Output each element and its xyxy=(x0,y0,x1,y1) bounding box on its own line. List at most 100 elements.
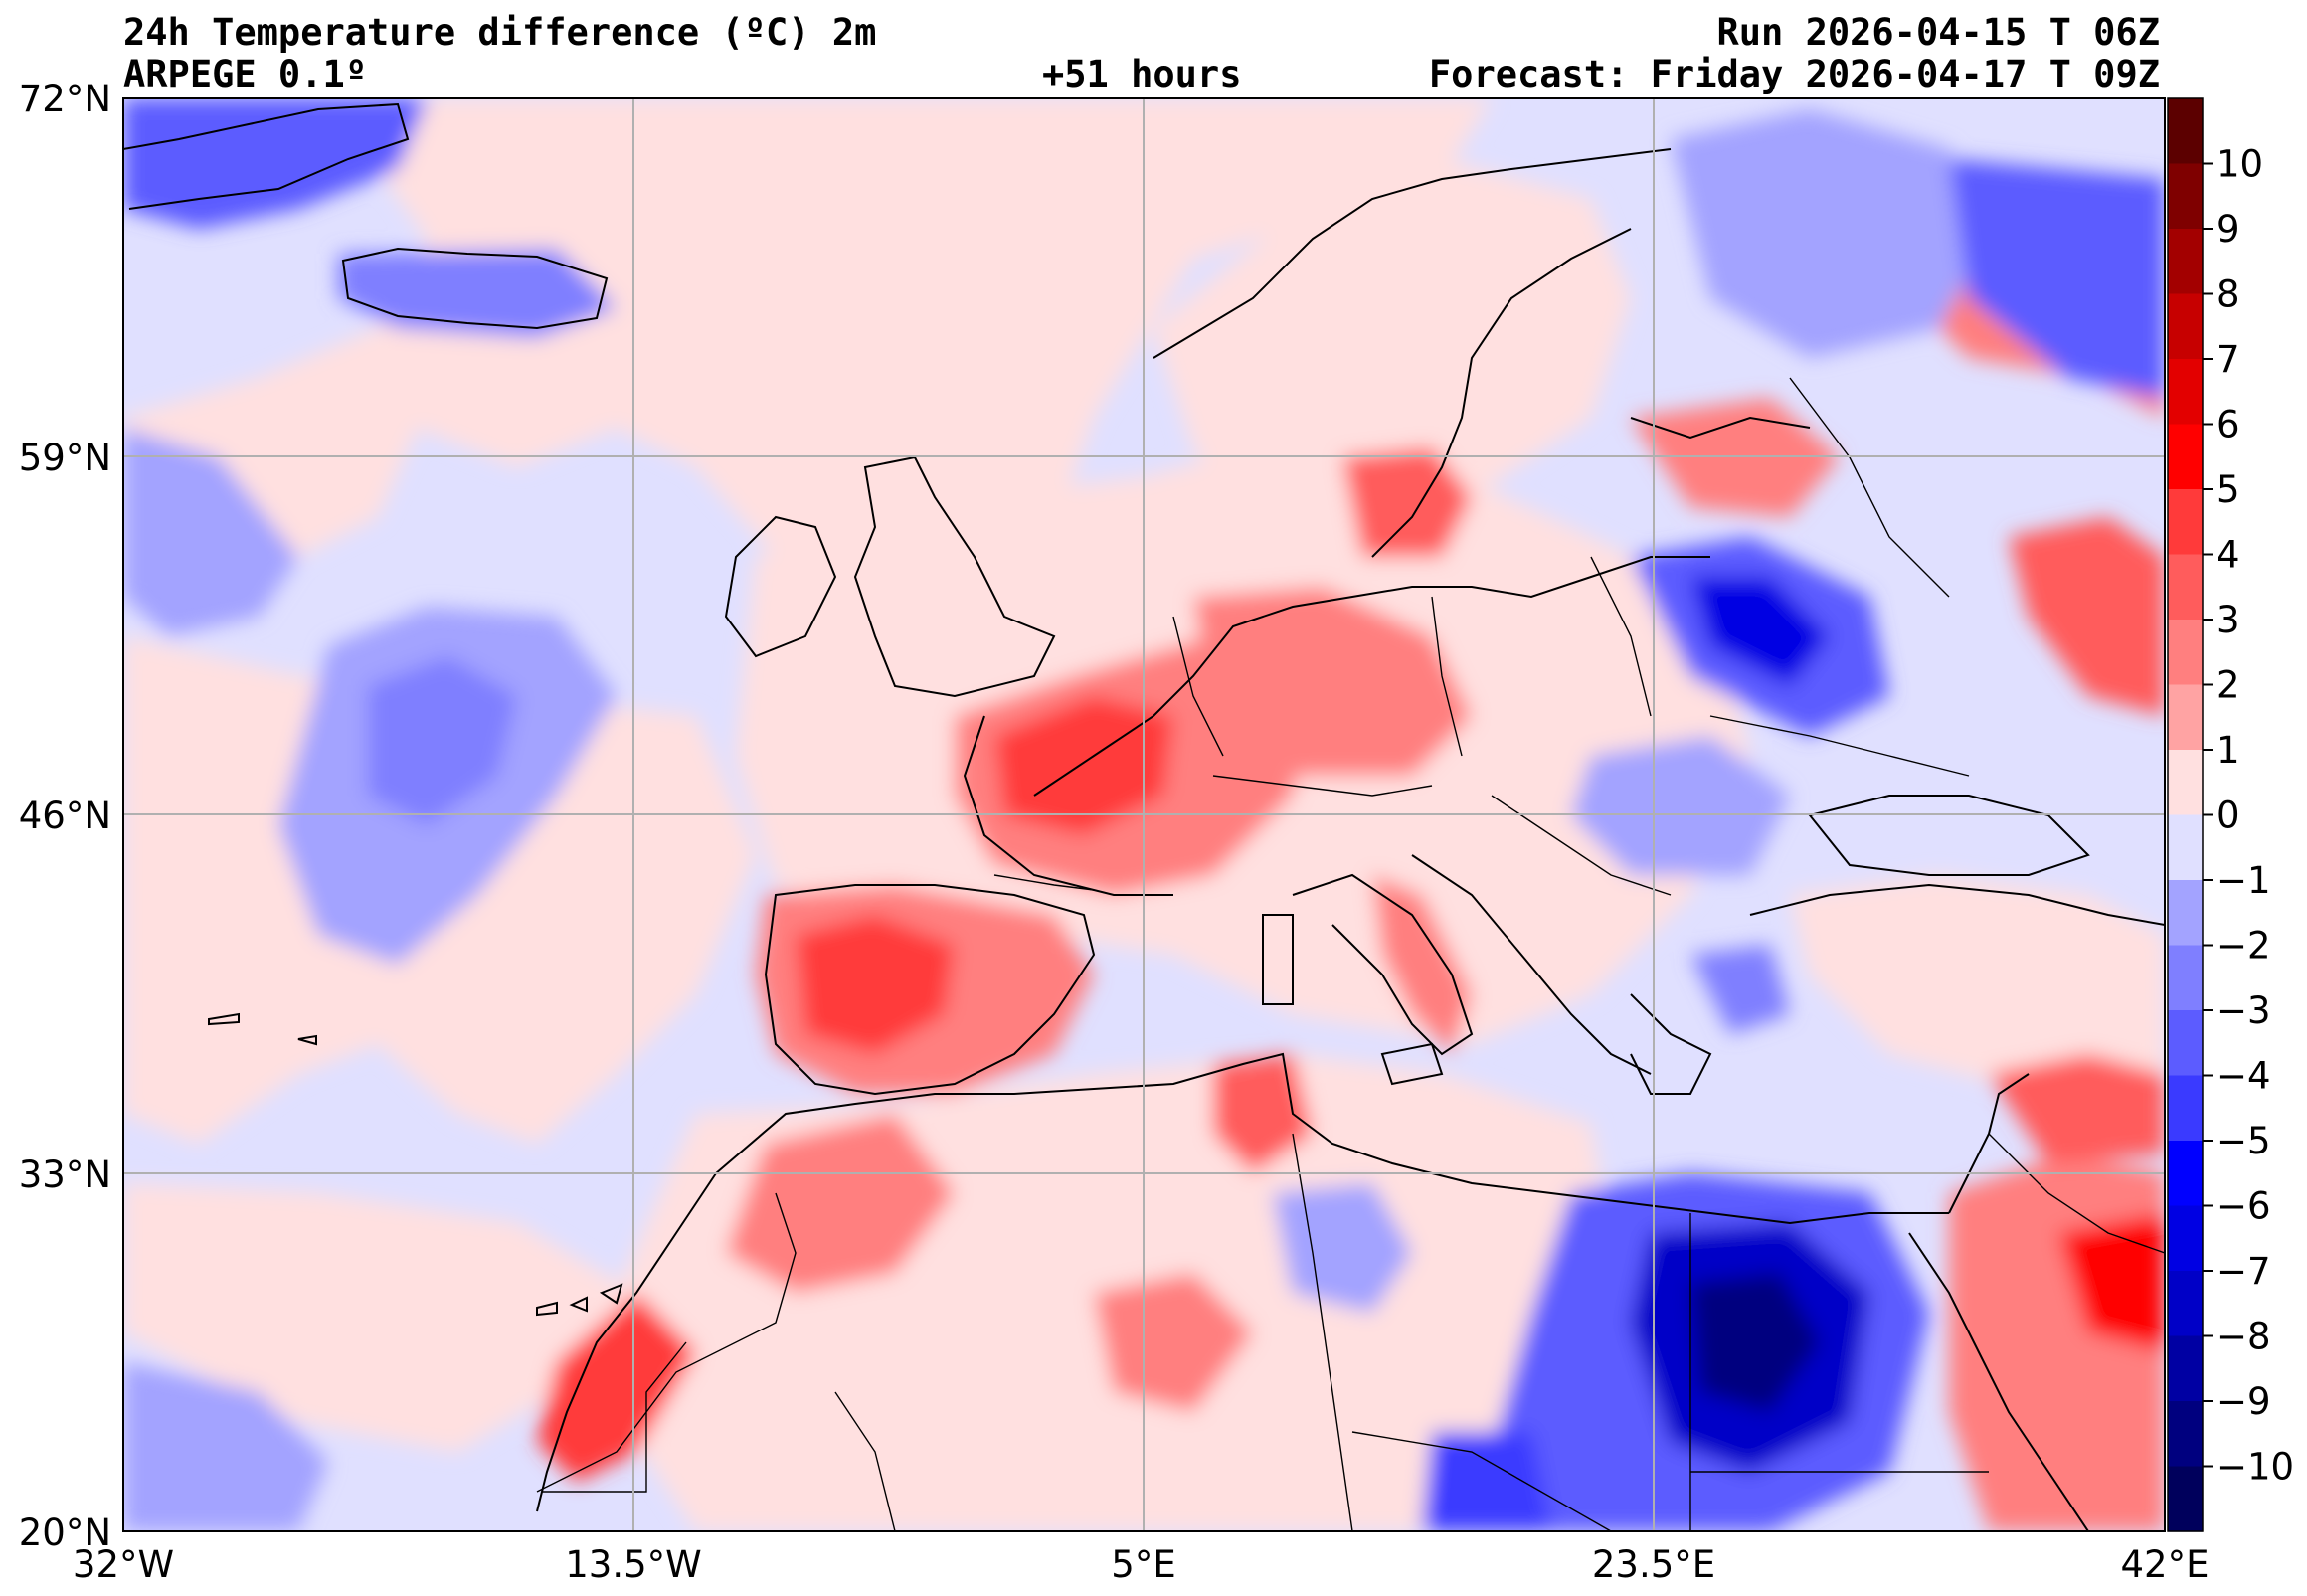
colorbar-tick-label: −1 xyxy=(2217,859,2271,902)
colorbar-swatch xyxy=(2168,98,2203,165)
border-algeria-libya xyxy=(1292,1133,1353,1531)
colorbar-swatch xyxy=(2168,1141,2203,1207)
longitude-labels: 32°W 13.5°W 5°E 23.5°E 42°E xyxy=(73,1543,2210,1586)
sicily-coast xyxy=(1380,1042,1444,1086)
warm-region-morocco-coast xyxy=(537,1293,696,1482)
warm-patch-atlantic-south xyxy=(123,1183,636,1452)
colorbar-tick-label: −6 xyxy=(2217,1185,2271,1228)
border-alps xyxy=(1212,775,1433,797)
colorbar-tick-label: 7 xyxy=(2217,338,2240,381)
cool-patch-south-atlantic xyxy=(123,1362,328,1531)
colorbar-swatch xyxy=(2168,880,2203,947)
colorbar-swatch xyxy=(2168,1205,2203,1272)
coastlines xyxy=(123,102,2165,1531)
lat-label-46n: 46°N xyxy=(19,795,111,837)
west-africa-coast xyxy=(536,1172,717,1512)
cool-region-belarus-core xyxy=(1690,577,1830,686)
continent-north-coast xyxy=(1033,556,1710,797)
lat-label-33n: 33°N xyxy=(19,1153,111,1196)
colorbar-swatch xyxy=(2168,1271,2203,1337)
colorbar-tick-label: −8 xyxy=(2217,1316,2271,1358)
gridlines xyxy=(123,98,2165,1531)
border-poland-belarus xyxy=(1590,556,1652,717)
warm-region-arabia-core xyxy=(2058,1213,2165,1352)
colorbar-swatch xyxy=(2168,1335,2203,1402)
latitude-labels: 72°N 59°N 46°N 33°N 20°N xyxy=(19,78,111,1554)
iceland-coast xyxy=(341,247,609,330)
colorbar-swatch xyxy=(2168,945,2203,1011)
cool-region-aegean xyxy=(1690,945,1790,1034)
map-frame xyxy=(122,97,2166,1532)
border-russia xyxy=(1789,377,1950,598)
colorbar-swatch xyxy=(2168,814,2203,881)
colorbar-swatch xyxy=(2168,1466,2203,1532)
lon-label-32w: 32°W xyxy=(73,1543,174,1586)
border-france-spain xyxy=(993,874,1095,891)
colorbar-tick-label: 5 xyxy=(2217,468,2240,511)
colorbar-swatch xyxy=(2168,1401,2203,1468)
colorbar-swatch xyxy=(2168,163,2203,230)
colorbar-tick-label: 9 xyxy=(2217,208,2240,251)
border-ukraine xyxy=(1709,715,1970,777)
warm-region-iberia-core xyxy=(796,915,955,1054)
colorbar-swatches xyxy=(2168,98,2203,1532)
warm-region-sweden-south xyxy=(1342,447,1472,557)
canary-islands xyxy=(536,1283,623,1317)
colorbar-tick-label: 4 xyxy=(2217,534,2240,577)
ireland-coast xyxy=(724,515,837,658)
border-algeria-morocco xyxy=(536,1192,797,1493)
britain-coast xyxy=(853,455,1056,698)
colorbar-swatch xyxy=(2168,620,2203,686)
cool-region-finland xyxy=(1671,109,1989,358)
border-saudi xyxy=(1988,1133,2165,1254)
colorbar-tick-label: −10 xyxy=(2217,1446,2294,1489)
colorbar-tick-label: 0 xyxy=(2217,795,2240,837)
cool-region-russia-north xyxy=(1949,159,2165,398)
border-mali xyxy=(834,1391,896,1531)
turkey-coast xyxy=(1749,883,2165,926)
colorbar-swatch xyxy=(2168,554,2203,621)
sardinia-coast xyxy=(1262,914,1294,1005)
lat-label-59n: 59°N xyxy=(19,437,111,479)
colorbar-swatch xyxy=(2168,424,2203,490)
colorbar-frame xyxy=(2167,97,2204,1532)
colorbar-swatch xyxy=(2168,359,2203,426)
colorbar-swatch xyxy=(2168,1075,2203,1142)
warm-region-algeria xyxy=(1094,1273,1253,1412)
colorbar-swatch xyxy=(2168,684,2203,751)
balkan-coast xyxy=(1411,854,1652,1075)
lat-label-72n: 72°N xyxy=(19,78,111,120)
run-label: Run 2026-04-15 T 06Z xyxy=(1716,11,2160,54)
black-sea-coast xyxy=(1808,795,2090,876)
warm-region-ukraine xyxy=(2009,517,2165,716)
finland-coast xyxy=(1630,416,1811,440)
red-sea-coast xyxy=(1908,1232,2089,1531)
cool-region-balkans xyxy=(1571,736,1790,875)
cool-patch-atlantic-core xyxy=(368,656,517,825)
warm-region-scandinavia xyxy=(1154,159,1631,537)
greece-coast xyxy=(1630,993,1712,1095)
colorbar-swatch xyxy=(2168,229,2203,295)
warm-region-france-core xyxy=(994,696,1173,835)
colorbar-tick-label: −5 xyxy=(2217,1120,2271,1162)
colorbar-tick-label: −9 xyxy=(2217,1380,2271,1423)
cool-patch-west-edge xyxy=(123,428,298,636)
colorbar-tick-label: −3 xyxy=(2217,989,2271,1032)
colorbar-swatch xyxy=(2168,293,2203,360)
colorbar-swatch xyxy=(2168,750,2203,816)
colorbar-tick-label: 10 xyxy=(2217,143,2263,186)
colorbar-tick-label: −2 xyxy=(2217,925,2271,968)
north-africa-coast xyxy=(715,1052,1949,1225)
cool-region-egypt-center xyxy=(1690,1273,1820,1412)
border-niger-chad xyxy=(1351,1431,1612,1531)
cool-patch-iceland xyxy=(338,249,617,338)
warm-region-levant xyxy=(1989,1054,2165,1163)
cool-patch-greenland xyxy=(123,98,428,229)
lat-label-20n: 20°N xyxy=(19,1511,111,1554)
norway-coast xyxy=(1153,148,1672,359)
lon-label-5e: 5°E xyxy=(1111,1543,1175,1586)
cool-region-libya-south xyxy=(1422,1432,1551,1531)
lon-label-42e: 42°E xyxy=(2121,1543,2210,1586)
